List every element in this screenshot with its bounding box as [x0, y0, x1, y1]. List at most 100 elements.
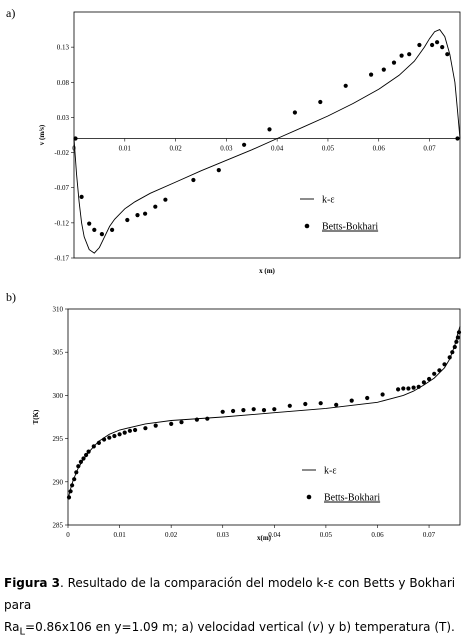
chart1-data-point	[261, 408, 267, 413]
chart1-data-point	[81, 456, 86, 461]
chart1-data-point	[432, 371, 437, 376]
chart0-data-point	[343, 83, 348, 88]
chart1-legend-label-data: Betts-Bokhari	[324, 493, 380, 504]
chart1-data-point	[416, 384, 421, 389]
chart0-data-point	[92, 227, 97, 232]
chart0-data-point	[430, 42, 435, 48]
chart1-y-tick-label: 295	[53, 435, 64, 443]
chart0-data-point	[399, 53, 404, 58]
chart0-data-point	[87, 221, 92, 226]
chart1-data-point	[251, 407, 256, 412]
chart0-y-tick-label: -0.07	[54, 184, 69, 192]
chart0-series-line	[73, 29, 461, 254]
chart1-x-tick-label: 0.03	[217, 531, 230, 539]
chart1-data-point	[411, 385, 416, 390]
chart1-data-point	[318, 401, 323, 406]
figure-caption: Figura 3. Resultado de la comparación de…	[4, 572, 468, 643]
chart1-data-point	[396, 387, 401, 392]
chart1-data-point	[84, 452, 89, 458]
chart0-data-point	[191, 177, 196, 183]
chart1-data-point	[74, 470, 79, 475]
chart1-plot-frame	[67, 308, 461, 526]
chart1-x-tick-label: 0.02	[165, 531, 178, 539]
chart1-data-point	[72, 477, 77, 482]
chart0-data-point	[445, 52, 450, 57]
chart0-data-point	[79, 194, 84, 199]
chart1-y-tick-label: 305	[53, 349, 64, 357]
chart1-data-point	[401, 386, 406, 391]
chart1-data-point	[272, 407, 277, 412]
chart0-data-point	[216, 168, 221, 173]
chart0-data-point	[391, 60, 397, 65]
caption-line2: =0.86x106 en y=1.09 m; a) velocidad vert…	[25, 620, 313, 634]
chart0-x-tick-label: 0	[72, 145, 76, 153]
chart1-data-point	[107, 435, 112, 440]
chart0-legend-label-model: k-ε	[322, 195, 335, 206]
chart1-data-point	[427, 376, 432, 382]
chart1-data-point	[68, 489, 73, 494]
chart1-y-axis-title: T(K)	[32, 409, 40, 424]
chart1-data-point	[455, 335, 460, 340]
chart1-data-point	[220, 409, 225, 414]
chart1-y-tick-label: 290	[53, 478, 64, 486]
chart1-series-line	[67, 326, 461, 500]
chart1-x-tick-label: 0	[66, 531, 70, 539]
chart1-data-point	[169, 421, 174, 426]
chart0-data-point	[143, 211, 148, 216]
chart1-data-point	[454, 339, 459, 344]
chart0-y-tick-label: 0.13	[57, 44, 70, 52]
chart1-x-tick-label: 0.01	[113, 531, 126, 539]
chart0-x-tick-label: 0.05	[322, 145, 335, 153]
chart0-y-tick-label: 0.08	[57, 79, 70, 87]
chart1-data-point	[421, 380, 426, 385]
figure-label: Figura 3	[4, 576, 60, 590]
chart0-x-axis-title: x (m)	[259, 267, 275, 275]
chart1-y-tick-label: 285	[53, 522, 64, 530]
chart1-data-point	[334, 402, 339, 407]
chart0-data-point	[292, 110, 297, 115]
chart1-data-point	[70, 483, 75, 488]
chart1-data-point	[241, 408, 246, 413]
chart0-x-tick-label: 0.01	[119, 145, 132, 153]
temperature-chart: 0 0.01 0.02 0.03 0.04 0.05 0.06 0.07 285 290 295 30…	[32, 306, 462, 542]
chart0-y-axis-title: v (m/s)	[38, 124, 46, 145]
chart1-data-point	[96, 440, 101, 445]
chart0-data-point	[435, 40, 440, 45]
chart0-data-point	[407, 52, 412, 57]
chart1-data-point	[452, 344, 457, 350]
chart0-data-point	[99, 232, 104, 237]
chart1-data-point	[78, 459, 83, 464]
chart1-data-point	[179, 420, 184, 425]
chart1-x-axis-title: x(m)	[257, 534, 272, 542]
caption-line2b: ) y b) temperatura (T).	[319, 620, 455, 634]
chart1-x-tick-label: 0.07	[423, 531, 436, 539]
chart1-data-point	[76, 464, 81, 469]
chart1-data-point	[112, 433, 117, 439]
chart1-data-point	[122, 430, 127, 435]
chart1-data-point	[205, 416, 210, 421]
chart0-data-point	[455, 136, 460, 141]
caption-ra: Ra	[4, 620, 20, 634]
chart1-x-tick-label: 0.06	[371, 531, 384, 539]
chart1-data-point	[365, 395, 370, 401]
chart0-x-tick-label: 0.07	[423, 145, 436, 153]
chart0-y-tick-label: 0.03	[57, 114, 70, 122]
chart0-legend-marker-swatch	[304, 223, 310, 229]
chart1-data-point	[447, 355, 452, 360]
panel-label-b: b)	[6, 290, 16, 304]
chart0-data-point	[163, 197, 168, 202]
chart0-data-point	[73, 136, 78, 141]
caption-line1: . Resultado de la comparación del modelo…	[4, 576, 456, 612]
chart1-data-point	[456, 330, 462, 335]
chart1-x-tick-label: 0.05	[320, 531, 333, 539]
panel-label-a: a)	[6, 6, 16, 20]
chart0-x-tick-label: 0.04	[271, 145, 284, 153]
chart1-data-point	[442, 362, 447, 367]
chart1-y-tick-label: 300	[53, 392, 64, 400]
chart1-data-point	[380, 392, 385, 397]
chart1-data-point	[66, 495, 72, 500]
chart1-data-point	[102, 437, 107, 442]
chart0-y-tick-label: -0.17	[54, 255, 69, 263]
chart0-data-point	[318, 99, 323, 105]
chart1-legend-marker-swatch	[306, 494, 312, 500]
